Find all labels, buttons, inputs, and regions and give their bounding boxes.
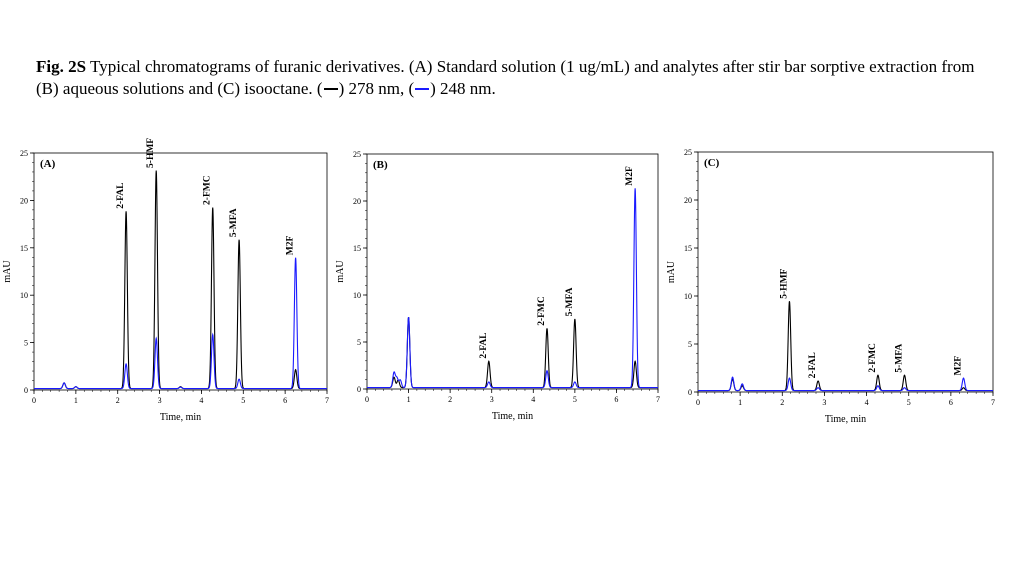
peak-annotation: M2F [954, 356, 964, 376]
x-tick-label: 5 [907, 398, 911, 407]
peak-annotation: 2-FAL [116, 183, 126, 209]
y-tick-label: 10 [684, 292, 692, 301]
x-tick-label: 3 [822, 398, 826, 407]
x-tick-label: 0 [32, 396, 36, 405]
peak-annotation: 2-FMC [868, 343, 878, 373]
x-tick-label: 5 [241, 396, 245, 405]
x-tick-label: 2 [448, 395, 452, 404]
x-tick-label: 1 [74, 396, 78, 405]
x-tick-label: 7 [325, 396, 329, 405]
series-trace-blue [698, 376, 993, 392]
y-tick-label: 10 [20, 291, 28, 300]
x-tick-label: 5 [573, 395, 577, 404]
y-axis-label: mAU [335, 260, 346, 283]
panel-label: (C) [704, 157, 720, 169]
x-tick-label: 1 [407, 395, 411, 404]
x-tick-label: 2 [116, 396, 120, 405]
peak-annotation: 2-FMC [203, 175, 213, 205]
panel-label: (B) [373, 159, 388, 171]
y-tick-label: 5 [357, 338, 361, 347]
peak-annotation: 5-MFA [895, 344, 905, 373]
y-tick-label: 20 [353, 197, 361, 206]
x-tick-label: 4 [865, 398, 869, 407]
chromatogram-panel-a: 0 5 10 15 20 25 0 1 2 3 4 5 6 7 Time, min mAU (A) 2-FAL 5-… [2, 138, 329, 423]
peak-annotation: 5-MFA [229, 208, 239, 237]
y-axis-label: mAU [666, 260, 677, 283]
peak-annotation: 2-FMC [537, 296, 547, 326]
y-tick-label: 0 [688, 388, 692, 397]
blue-line-legend-icon [415, 88, 430, 91]
y-tick-label: 15 [684, 244, 692, 253]
x-tick-label: 0 [365, 395, 369, 404]
figure-caption: Fig. 2S Typical chromatograms of furanic… [36, 56, 996, 100]
peak-annotation: M2F [286, 235, 296, 255]
x-tick-label: 3 [490, 395, 494, 404]
y-tick-label: 0 [24, 386, 28, 395]
caption-text-part-1: Typical chromatograms of furanic derivat… [36, 57, 975, 98]
chromatogram-panel-c: 0 5 10 15 20 25 0 1 2 3 4 5 6 7 Time, min mAU (C) 5-HMF 2-… [666, 148, 995, 425]
x-tick-label: 7 [991, 398, 995, 407]
y-tick-label: 15 [20, 244, 28, 253]
series-trace-blue [34, 257, 327, 390]
plot-frame [33, 152, 328, 391]
y-tick-label: 0 [357, 385, 361, 394]
y-tick-label: 10 [353, 291, 361, 300]
x-tick-label: 6 [949, 398, 953, 407]
y-tick-label: 25 [353, 150, 361, 159]
panel-label: (A) [40, 158, 56, 170]
y-tick-label: 5 [688, 340, 692, 349]
caption-text-part-3: ) 248 nm. [430, 79, 496, 98]
y-tick-label: 20 [20, 196, 28, 205]
x-tick-label: 3 [158, 396, 162, 405]
series-trace-black [34, 170, 327, 390]
x-tick-label: 7 [656, 395, 660, 404]
x-tick-label: 0 [696, 398, 700, 407]
x-tick-label: 6 [283, 396, 287, 405]
x-tick-label: 6 [614, 395, 618, 404]
peak-annotation: 5-HMF [779, 268, 789, 298]
plot-frame [366, 153, 659, 390]
y-tick-label: 25 [684, 148, 692, 157]
peak-annotation: 2-FAL [479, 332, 489, 358]
peak-annotation: 5-MFA [565, 287, 575, 316]
plot-frame [697, 151, 994, 393]
y-axis-label: mAU [2, 260, 13, 283]
x-axis-label: Time, min [492, 411, 533, 422]
caption-text-part-2: ) 278 nm, ( [338, 79, 415, 98]
peak-annotation: 5-HMF [146, 138, 156, 168]
x-tick-label: 4 [199, 396, 203, 405]
series-trace-black [698, 301, 993, 392]
peak-annotation: 2-FAL [808, 352, 818, 378]
y-tick-label: 5 [24, 339, 28, 348]
x-tick-label: 2 [780, 398, 784, 407]
x-axis-label: Time, min [825, 414, 866, 425]
series-trace-blue [367, 188, 658, 389]
y-tick-label: 25 [20, 149, 28, 158]
x-tick-label: 4 [531, 395, 535, 404]
y-tick-label: 15 [353, 244, 361, 253]
x-axis-label: Time, min [160, 412, 201, 423]
y-tick-label: 20 [684, 196, 692, 205]
caption-bold-label: Fig. 2S [36, 57, 87, 76]
x-tick-label: 1 [738, 398, 742, 407]
black-line-legend-icon [323, 88, 338, 91]
peak-annotation: M2F [625, 166, 635, 186]
chromatogram-panel-b: 0 5 10 15 20 25 0 1 2 3 4 5 6 7 Time, min mAU (B) 2-FAL 2-… [335, 150, 660, 422]
